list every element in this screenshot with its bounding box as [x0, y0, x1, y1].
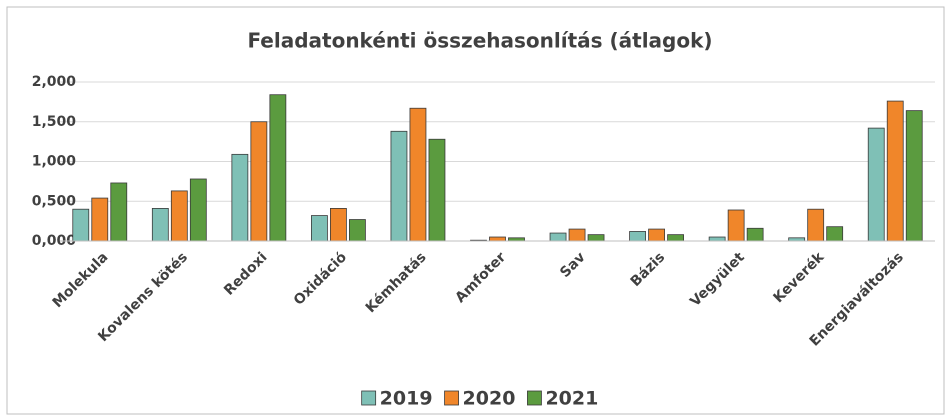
bar [867, 127, 885, 242]
legend-item: 2021 [527, 388, 598, 410]
legend-swatch [444, 390, 459, 406]
bar [189, 178, 207, 242]
bar [905, 110, 923, 242]
bar [549, 232, 567, 242]
bar [330, 208, 347, 242]
y-tick-label: 0,000 [32, 233, 77, 249]
bar [587, 234, 605, 242]
legend-item: 2020 [444, 388, 516, 410]
bar [409, 107, 427, 242]
bar [231, 153, 249, 242]
bar [250, 121, 268, 242]
y-tick-label: 1,500 [32, 114, 77, 130]
bar [648, 228, 665, 242]
bar [807, 208, 825, 242]
bar [568, 228, 586, 242]
legend-swatch [361, 390, 377, 406]
chart-border [6, 6, 945, 415]
bar [708, 236, 726, 242]
legend-item: 2019 [361, 388, 433, 410]
y-tick-label: 2,000 [32, 74, 77, 90]
bar [629, 231, 646, 242]
bar [311, 215, 328, 242]
y-tick-label: 0,500 [32, 193, 77, 209]
bar [170, 190, 188, 242]
bar [746, 227, 764, 242]
bar [826, 226, 844, 242]
bar [91, 197, 109, 242]
bar [390, 130, 408, 242]
legend-swatch [527, 390, 542, 406]
bar [428, 138, 446, 242]
legend-label: 2021 [545, 388, 598, 410]
bar [667, 234, 684, 242]
bar [886, 100, 904, 242]
y-tick-label: 1,000 [32, 154, 77, 170]
legend-label: 2019 [380, 388, 433, 410]
legend-label: 2020 [463, 388, 516, 410]
legend: 2019 2020 2021 [361, 388, 598, 410]
bar [727, 209, 745, 242]
chart-title: Feladatonkénti összehasonlítás (átlagok) [247, 29, 712, 53]
bar [489, 236, 506, 242]
bar [349, 219, 366, 242]
bar [269, 94, 287, 242]
bar [110, 182, 128, 242]
bar [72, 208, 90, 242]
bar [151, 208, 169, 242]
